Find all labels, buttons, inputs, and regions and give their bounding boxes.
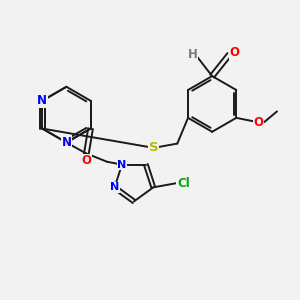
Text: N: N xyxy=(110,182,119,192)
Text: O: O xyxy=(81,154,91,167)
Text: H: H xyxy=(188,48,198,61)
Text: S: S xyxy=(149,141,158,154)
Text: N: N xyxy=(117,160,127,170)
Text: N: N xyxy=(61,136,71,149)
Text: O: O xyxy=(230,46,240,59)
Text: Cl: Cl xyxy=(177,177,190,190)
Text: O: O xyxy=(254,116,264,129)
Text: N: N xyxy=(37,94,47,107)
